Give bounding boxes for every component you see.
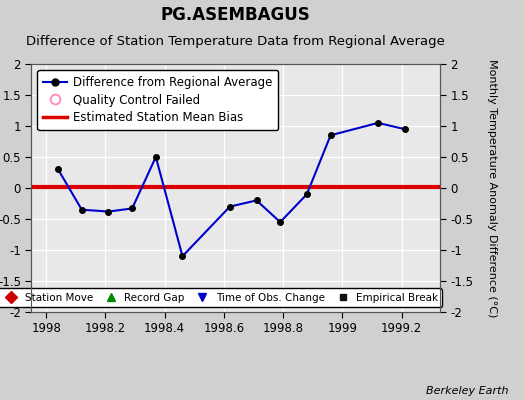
Text: PG.ASEMBAGUS: PG.ASEMBAGUS <box>161 6 311 24</box>
Legend: Station Move, Record Gap, Time of Obs. Change, Empirical Break: Station Move, Record Gap, Time of Obs. C… <box>0 288 442 307</box>
Text: Difference of Station Temperature Data from Regional Average: Difference of Station Temperature Data f… <box>26 35 445 48</box>
Text: Berkeley Earth: Berkeley Earth <box>426 386 508 396</box>
Y-axis label: Monthly Temperature Anomaly Difference (°C): Monthly Temperature Anomaly Difference (… <box>487 59 497 317</box>
